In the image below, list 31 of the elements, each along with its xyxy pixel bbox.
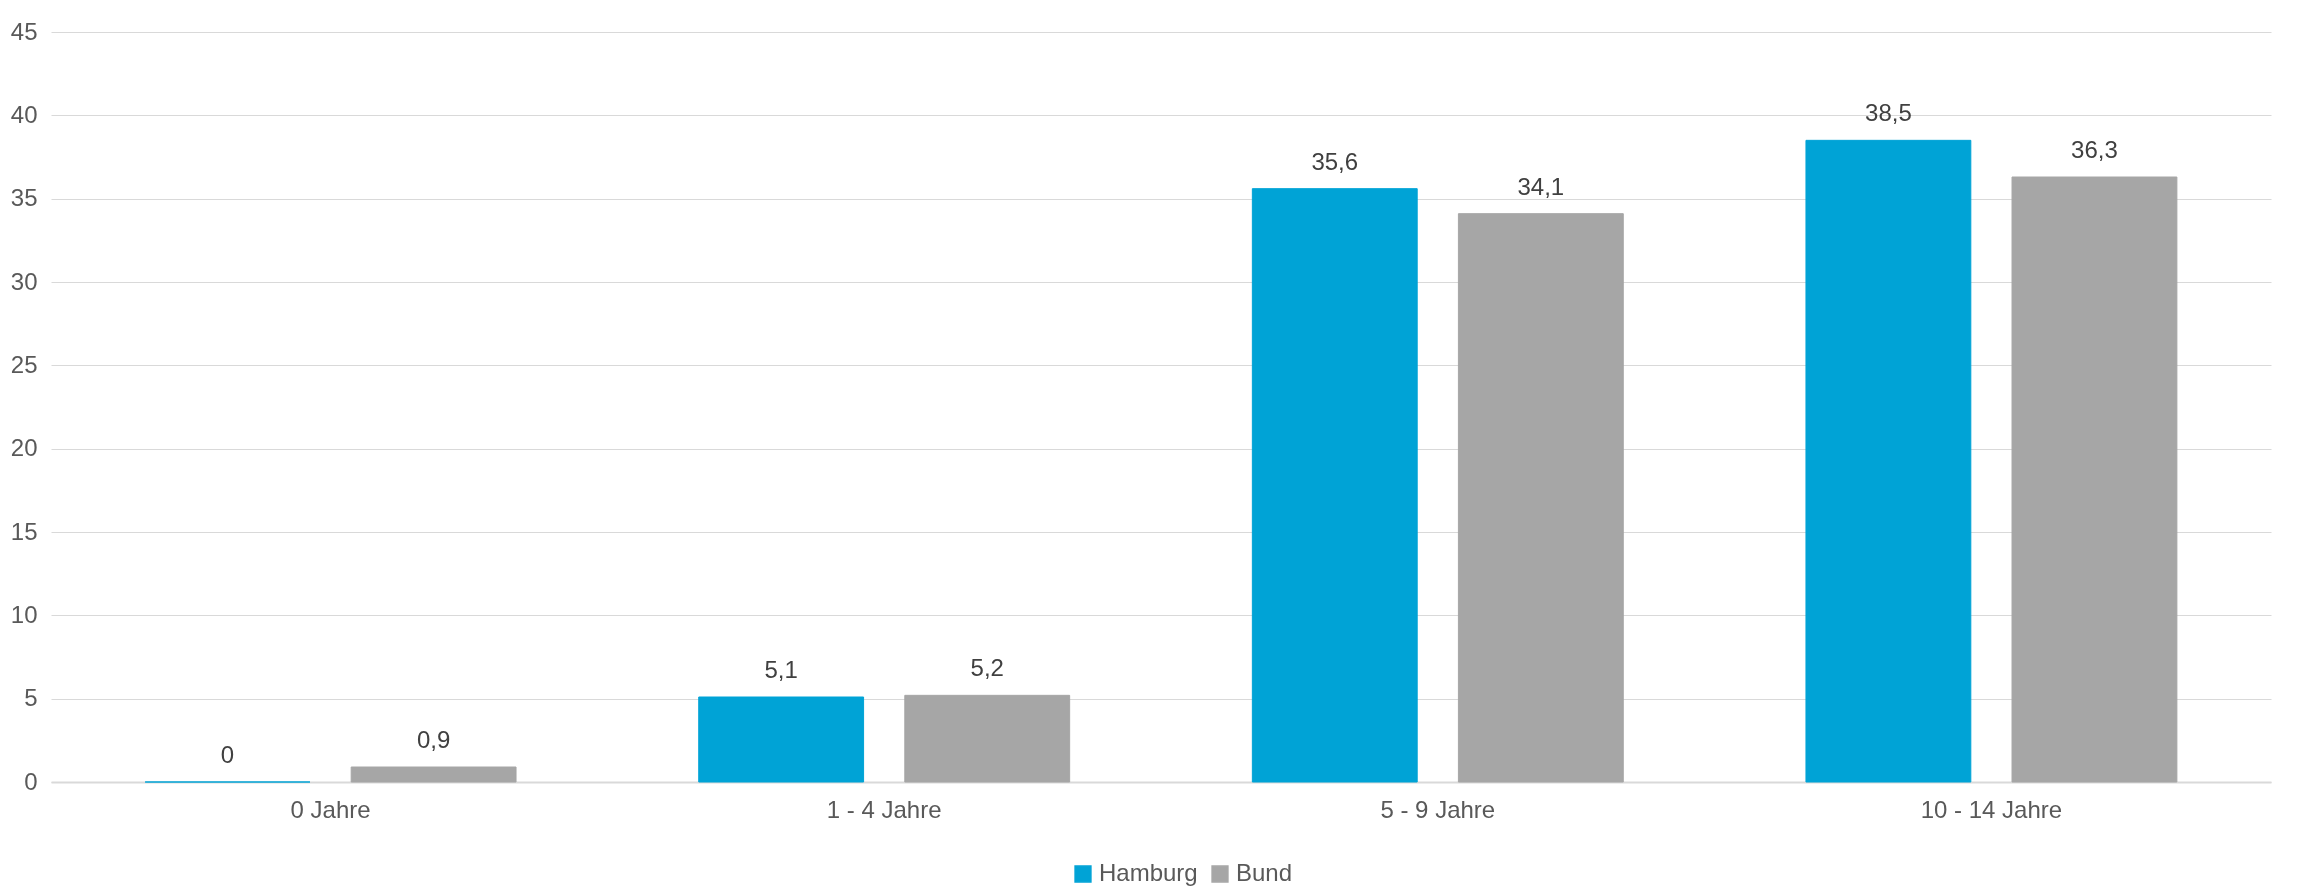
legend-label: Bund — [1236, 859, 1293, 886]
data-label: 5,1 — [764, 656, 798, 683]
data-label: 36,3 — [2071, 136, 2118, 163]
y-tick-label: 25 — [10, 350, 38, 378]
x-tick-label: 10 - 14 Jahre — [1920, 795, 2063, 823]
data-label: 0,9 — [416, 726, 451, 753]
legend-label: Hamburg — [1099, 859, 1198, 886]
y-tick-label: 40 — [10, 100, 38, 128]
y-tick-label: 20 — [10, 434, 38, 462]
y-tick-label: 0 — [24, 767, 38, 795]
bar — [698, 696, 865, 783]
data-label: 38,5 — [1865, 99, 1912, 127]
y-tick-label: 45 — [10, 17, 38, 45]
x-tick-label: 1 - 4 Jahre — [826, 795, 942, 823]
bar — [904, 694, 1071, 783]
bar — [1805, 139, 1972, 783]
x-tick-label: 5 - 9 Jahre — [1380, 795, 1496, 823]
y-tick-label: 35 — [10, 184, 38, 212]
bar — [2011, 176, 2178, 783]
bar — [1457, 213, 1624, 783]
data-label: 34,1 — [1517, 172, 1565, 200]
y-tick-label: 30 — [10, 267, 38, 295]
y-tick-label: 10 — [10, 600, 38, 628]
bar — [350, 766, 517, 783]
data-label: 35,6 — [1311, 147, 1359, 175]
y-tick-label: 15 — [10, 517, 38, 545]
x-tick-label: 0 Jahre — [290, 795, 371, 823]
data-label: 5,2 — [970, 654, 1004, 682]
data-label: 0 — [220, 741, 235, 768]
y-tick-label: 5 — [24, 684, 38, 712]
bar — [1251, 188, 1418, 783]
